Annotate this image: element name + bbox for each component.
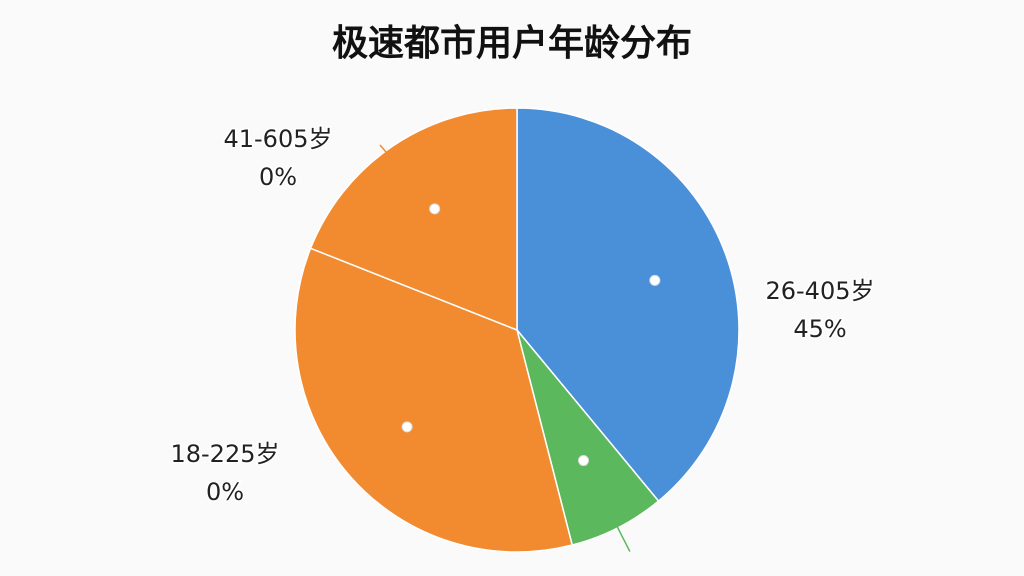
slice-dot — [401, 421, 413, 433]
slice-label: 18-225岁 — [170, 440, 279, 468]
pie-slice — [294, 247, 574, 553]
leader-line — [654, 279, 701, 293]
slice-dot — [429, 203, 441, 215]
leader-line — [379, 144, 436, 210]
slice-label: 26-405岁 — [765, 277, 874, 305]
leader-line — [364, 426, 408, 431]
slice-percent: 0% — [259, 163, 297, 191]
slice-dot — [578, 455, 590, 467]
slice-dot — [649, 274, 661, 286]
slice-percent: 0% — [206, 478, 244, 506]
slice-percent: 45% — [793, 315, 846, 343]
slice-label: 41-605岁 — [223, 125, 332, 153]
chart-title: 极速都市用户年龄分布 — [332, 23, 692, 64]
leader-line — [582, 460, 631, 552]
pie-slice — [309, 107, 518, 332]
pie-slice — [516, 107, 740, 503]
